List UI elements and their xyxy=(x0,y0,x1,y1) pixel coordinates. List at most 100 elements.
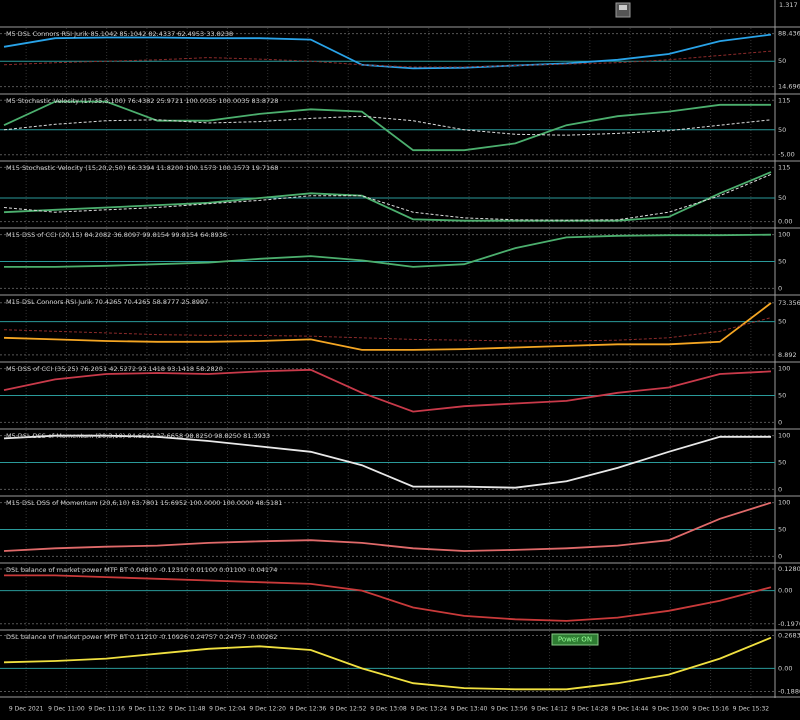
power-button-label: Power ON xyxy=(558,636,592,644)
tick-label: 8.892 xyxy=(778,351,797,359)
tick-box xyxy=(776,619,800,628)
tick-label: 100 xyxy=(778,231,790,239)
panel-title: DSL balance of market power MTF BT 0.048… xyxy=(6,566,277,574)
tick-label: -0.1880 xyxy=(778,688,800,696)
power-button[interactable] xyxy=(551,633,599,646)
tick-label: 115 xyxy=(778,96,790,104)
indicator-line xyxy=(3,368,772,413)
indicator-line xyxy=(4,233,772,268)
tick-label: 0 xyxy=(778,418,782,426)
tick-box xyxy=(776,485,800,494)
tick-label: 100 xyxy=(778,365,790,373)
tick-box xyxy=(776,217,800,226)
panel-title: M5 DSL Connors RSI Jurik 85.1042 85.1042… xyxy=(6,30,233,38)
price-label: 1.317 xyxy=(779,1,798,9)
time-label: 9 Dec 14:28 xyxy=(572,706,609,713)
time-label: 9 Dec 15:32 xyxy=(733,706,770,713)
tick-box xyxy=(776,125,800,134)
tick-box xyxy=(776,552,800,561)
time-label: 9 Dec 11:00 xyxy=(48,706,85,713)
tick-label: 0.00 xyxy=(778,218,792,226)
tick-box xyxy=(776,317,800,326)
tick-box xyxy=(776,350,800,359)
indicator-line xyxy=(3,434,771,489)
tick-label: 88.436 xyxy=(778,30,800,38)
time-label: 9 Dec 12:20 xyxy=(249,706,286,713)
panel-title: M15 Stochastic Velocity (15,20,2,50) 66.… xyxy=(6,164,278,172)
tick-label: 50 xyxy=(778,392,786,400)
tick-label: 73.356 xyxy=(778,299,800,307)
indicator-line xyxy=(3,50,772,68)
tick-box xyxy=(776,586,800,595)
tick-box xyxy=(776,150,800,159)
indicator-line xyxy=(3,501,772,552)
tick-label: 50 xyxy=(778,57,786,65)
tick-label: 100 xyxy=(778,432,790,440)
tick-label: 50 xyxy=(778,194,786,202)
tick-box xyxy=(776,391,800,400)
tick-label: 0 xyxy=(778,284,782,292)
indicator-line xyxy=(3,100,771,152)
tick-box xyxy=(776,284,800,293)
indicator-line xyxy=(3,115,772,136)
tick-label: 100 xyxy=(778,499,790,507)
tick-box xyxy=(776,194,800,203)
tick-box xyxy=(776,57,800,66)
tick-box xyxy=(776,565,800,574)
time-label: 9 Dec 2021 xyxy=(9,706,44,713)
time-label: 9 Dec 11:32 xyxy=(129,706,166,713)
tick-label: 0 xyxy=(778,552,782,560)
indicator-line xyxy=(3,317,772,342)
time-label: 9 Dec 13:24 xyxy=(410,706,447,713)
indicator-line xyxy=(3,33,772,70)
tick-box xyxy=(776,257,800,266)
indicator-line xyxy=(4,574,772,622)
tick-label: 0.2683 xyxy=(778,631,800,639)
time-label: 9 Dec 15:16 xyxy=(692,706,729,713)
time-label: 9 Dec 11:48 xyxy=(169,706,206,713)
tick-label: -0.1970 xyxy=(778,620,800,628)
time-label: 9 Dec 13:56 xyxy=(491,706,528,713)
time-label: 9 Dec 14:44 xyxy=(612,706,649,713)
time-label: 9 Dec 13:08 xyxy=(370,706,407,713)
tick-box xyxy=(776,298,800,307)
indicator-line xyxy=(3,171,772,222)
tick-label: 50 xyxy=(778,526,786,534)
time-label: 9 Dec 12:04 xyxy=(209,706,246,713)
time-label: 9 Dec 14:12 xyxy=(531,706,568,713)
tick-label: 14.696 xyxy=(778,83,800,91)
panel-title: M5 DSS of CCI (35,25) 76.2051 42.5272 93… xyxy=(6,365,223,373)
save-icon-label xyxy=(619,5,627,10)
time-label: 9 Dec 15:00 xyxy=(652,706,689,713)
tick-box xyxy=(776,431,800,440)
tick-label: 50 xyxy=(778,126,786,134)
tick-label: 50 xyxy=(778,459,786,467)
indicator-line xyxy=(3,173,772,221)
tick-box xyxy=(776,664,800,673)
tick-box xyxy=(776,82,800,91)
indicator-line xyxy=(3,636,772,691)
tick-box xyxy=(776,458,800,467)
tick-box xyxy=(776,687,800,696)
tick-label: 0.00 xyxy=(778,664,792,672)
panel-title: M15 DSS of CCI (20,15) 84.2082 36.8097 9… xyxy=(6,231,227,239)
tick-label: 0 xyxy=(778,485,782,493)
panel-title: M15 DSL Connors RSI Jurik 70.4265 70.426… xyxy=(6,298,208,306)
tick-label: 0.1280 xyxy=(778,565,800,573)
tick-box xyxy=(776,96,800,105)
panel-title: M5 Stochastic Velocity (17,35,3,100) 76.… xyxy=(6,97,278,105)
tick-box xyxy=(776,631,800,640)
panel-title: M15 DSL DSS of Momentum (20,6,10) 63.780… xyxy=(6,499,282,507)
tick-box xyxy=(776,230,800,239)
tick-label: 0.00 xyxy=(778,587,792,595)
tick-box xyxy=(776,418,800,427)
panel-title: M5 DSL DSS of Momentum (20,3,10) 84.6607… xyxy=(6,432,270,440)
panel-title: DSL balance of market power MTF BT 0.112… xyxy=(6,633,277,641)
tick-box xyxy=(776,364,800,373)
indicator-line xyxy=(3,302,772,351)
tick-box xyxy=(776,525,800,534)
time-label: 9 Dec 12:36 xyxy=(290,706,327,713)
tick-label: 115 xyxy=(778,163,790,171)
